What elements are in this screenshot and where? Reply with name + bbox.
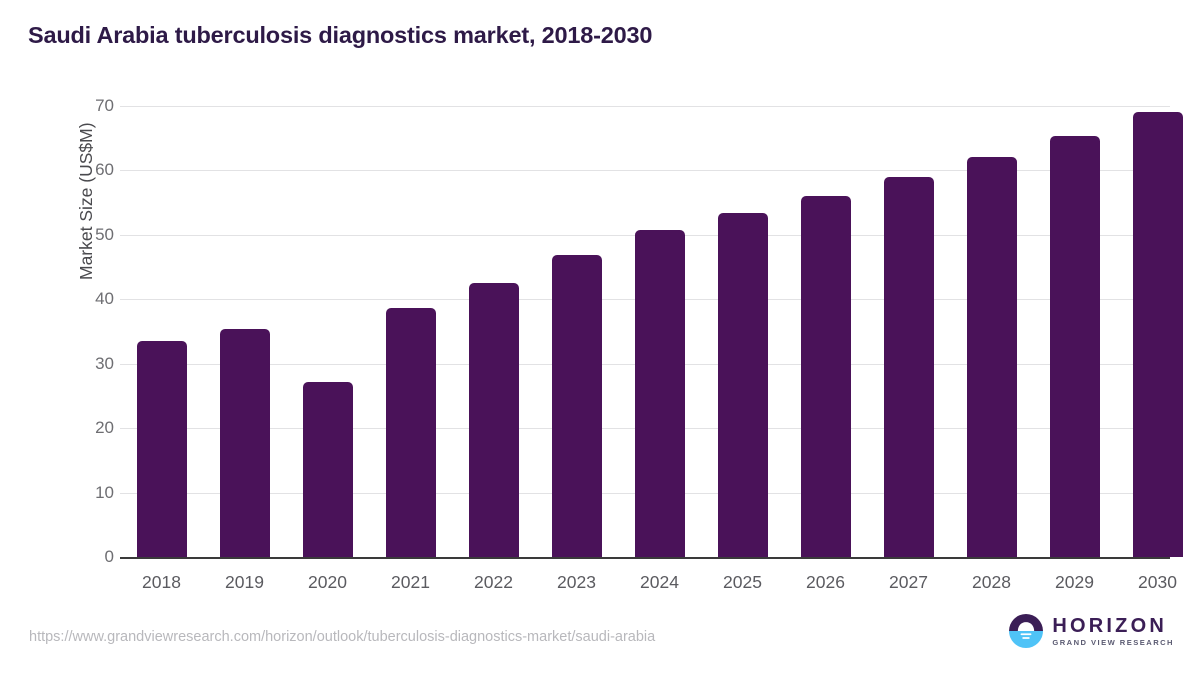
y-axis-tick-label: 40 — [95, 289, 114, 309]
x-axis-tick-label-2020: 2020 — [308, 572, 347, 592]
gridline-0 — [120, 557, 1170, 559]
horizon-logo-icon — [1009, 614, 1044, 648]
y-axis-tick-label: 20 — [95, 418, 114, 438]
x-axis-tick-label-2018: 2018 — [142, 572, 181, 592]
x-axis-tick-label-2024: 2024 — [640, 572, 679, 592]
y-axis-tick-label: 70 — [95, 96, 114, 115]
x-axis-tick-label-2027: 2027 — [889, 572, 928, 592]
x-axis-tick-label-2028: 2028 — [972, 572, 1011, 592]
y-axis-tick-label: 30 — [95, 353, 114, 373]
horizon-logo-text: HORIZON GRAND VIEW RESEARCH — [1052, 616, 1174, 647]
y-axis-tick-label: 0 — [104, 547, 114, 566]
horizon-logo[interactable]: HORIZON GRAND VIEW RESEARCH — [1009, 614, 1174, 648]
source-url[interactable]: https://www.grandviewresearch.com/horizo… — [29, 629, 656, 645]
y-axis-tick-label: 60 — [95, 160, 114, 180]
bar-2027[interactable] — [883, 176, 934, 557]
bar-2028[interactable] — [966, 156, 1017, 557]
bar-2021[interactable] — [385, 307, 436, 557]
y-axis-tick-label: 50 — [95, 224, 114, 244]
bar-2025[interactable] — [717, 212, 768, 557]
bar-2022[interactable] — [468, 283, 519, 557]
y-axis-title: Market Size (US$M) — [76, 122, 96, 280]
bar-2024[interactable] — [634, 229, 685, 557]
x-axis-tick-label-2026: 2026 — [806, 572, 845, 592]
x-axis-tick-label-2023: 2023 — [557, 572, 596, 592]
bar-2019[interactable] — [219, 328, 270, 557]
bar-2023[interactable] — [551, 254, 602, 557]
bar-2026[interactable] — [800, 196, 851, 557]
logo-tagline: GRAND VIEW RESEARCH — [1052, 637, 1174, 647]
y-axis-tick-label: 10 — [95, 482, 114, 502]
bar-2030[interactable] — [1132, 111, 1183, 557]
x-axis-tick-label-2025: 2025 — [723, 572, 762, 592]
bar-2029[interactable] — [1049, 136, 1100, 557]
page-title: Saudi Arabia tuberculosis diagnostics ma… — [28, 22, 653, 48]
x-axis-tick-label-2029: 2029 — [1055, 572, 1094, 592]
bar-2020[interactable] — [302, 381, 353, 557]
bar-2018[interactable] — [136, 340, 187, 557]
bars-container: 2018 2019 2020 2021 2022 2023 2024 2025 2026 2027… — [120, 100, 1183, 592]
x-axis-tick-label-2022: 2022 — [474, 572, 513, 592]
x-axis-tick-label-2021: 2021 — [391, 572, 430, 592]
plot-area: Market Size (US$M) 2018 2019 2020 2021 2022 2… — [76, 96, 1183, 592]
x-axis-tick-label-2019: 2019 — [225, 572, 264, 592]
gridline-60 — [120, 170, 1170, 172]
logo-wordmark: HORIZON — [1052, 614, 1167, 637]
gridline-70 — [120, 106, 1170, 107]
x-axis-tick-label-2030: 2030 — [1138, 572, 1177, 592]
